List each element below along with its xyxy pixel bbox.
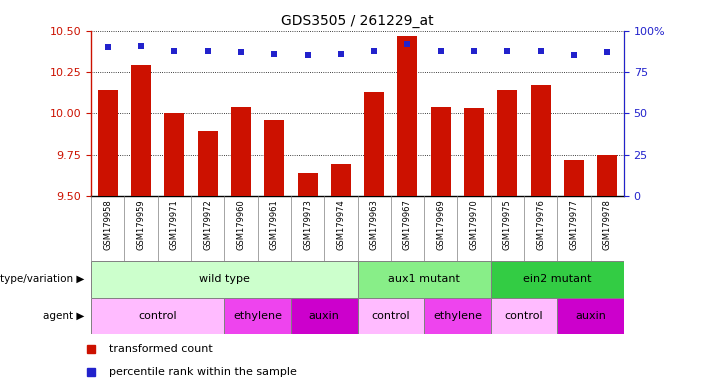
Point (569, 53, 580, 59)
Text: control: control (138, 311, 177, 321)
Text: GSM179977: GSM179977 (569, 199, 578, 250)
Text: GSM179967: GSM179967 (403, 199, 412, 250)
Text: GSM179969: GSM179969 (436, 199, 445, 250)
Bar (498, 90, 517, 196)
Text: GSM179976: GSM179976 (536, 199, 545, 250)
Text: control: control (372, 311, 410, 321)
Text: GSM179974: GSM179974 (336, 199, 346, 250)
Point (468, 48, 479, 54)
Point (435, 48, 447, 54)
Text: ethylene: ethylene (233, 311, 282, 321)
Text: auxin: auxin (308, 311, 340, 321)
Bar (291, 298, 358, 334)
Bar (98, 90, 118, 196)
Text: GSM179961: GSM179961 (270, 199, 279, 250)
Text: control: control (505, 311, 543, 321)
Bar (564, 159, 584, 196)
Point (502, 48, 513, 54)
Text: agent ▶: agent ▶ (43, 311, 84, 321)
Point (335, 51, 346, 57)
Bar (358, 261, 491, 298)
Text: GSM179970: GSM179970 (470, 199, 479, 250)
Title: GDS3505 / 261229_at: GDS3505 / 261229_at (281, 14, 434, 28)
Bar (531, 85, 550, 196)
Text: GSM179975: GSM179975 (503, 199, 512, 250)
Bar (365, 92, 384, 196)
Bar (430, 107, 451, 196)
Bar (424, 298, 491, 334)
Bar (331, 164, 351, 196)
Bar (491, 261, 624, 298)
Bar (231, 107, 251, 196)
Bar (597, 154, 617, 196)
Text: GSM179978: GSM179978 (603, 199, 612, 250)
Point (601, 49, 613, 55)
Bar (164, 113, 184, 196)
Text: GSM179973: GSM179973 (303, 199, 312, 250)
Bar (131, 65, 151, 196)
Point (102, 44, 114, 50)
Text: transformed count: transformed count (109, 344, 212, 354)
Bar (198, 131, 218, 196)
Bar (264, 120, 285, 196)
Text: GSM179971: GSM179971 (170, 199, 179, 250)
Text: GSM179959: GSM179959 (137, 199, 146, 250)
Point (202, 48, 213, 54)
Text: ethylene: ethylene (433, 311, 482, 321)
Text: aux1 mutant: aux1 mutant (388, 274, 460, 285)
Text: GSM179960: GSM179960 (236, 199, 245, 250)
Text: genotype/variation ▶: genotype/variation ▶ (0, 274, 84, 285)
Bar (557, 298, 624, 334)
Bar (397, 36, 418, 196)
Point (135, 43, 147, 49)
Bar (358, 298, 424, 334)
Point (302, 53, 313, 59)
Text: GSM179963: GSM179963 (369, 199, 379, 250)
Point (236, 49, 247, 55)
Bar (224, 298, 291, 334)
Point (169, 48, 180, 54)
Text: GSM179972: GSM179972 (203, 199, 212, 250)
Point (402, 41, 413, 47)
Text: percentile rank within the sample: percentile rank within the sample (109, 366, 297, 377)
Point (369, 48, 380, 54)
Text: wild type: wild type (199, 274, 250, 285)
Bar (297, 173, 318, 196)
Text: ein2 mutant: ein2 mutant (523, 274, 592, 285)
Bar (464, 108, 484, 196)
Bar (491, 298, 557, 334)
Bar (91, 298, 224, 334)
Point (535, 48, 546, 54)
Text: auxin: auxin (575, 311, 606, 321)
Bar (91, 261, 358, 298)
Point (268, 51, 280, 57)
Text: GSM179958: GSM179958 (103, 199, 112, 250)
